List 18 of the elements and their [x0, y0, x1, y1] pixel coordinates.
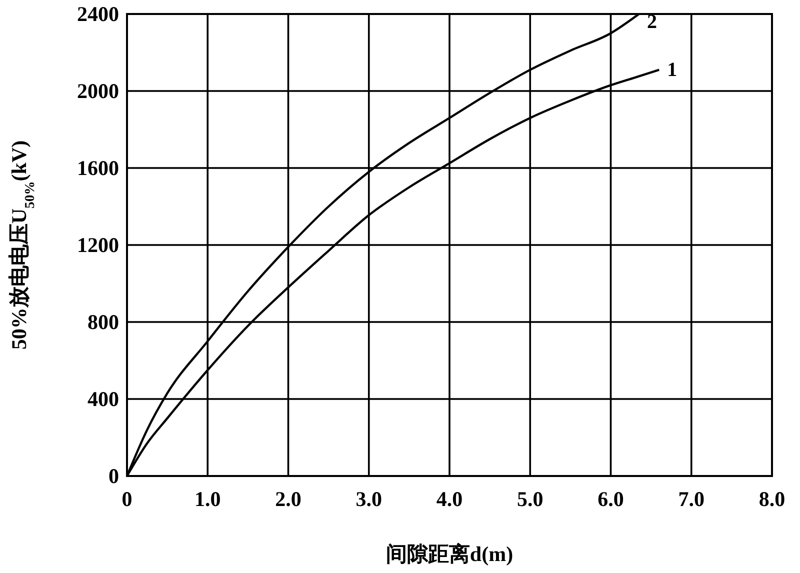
- y-tick-label: 1600: [77, 156, 119, 180]
- y-tick-label: 0: [108, 464, 119, 488]
- x-tick-label: 3.0: [356, 487, 382, 511]
- y-tick-label: 400: [88, 387, 119, 411]
- x-axis-title: 间隙距离d(m): [386, 542, 514, 566]
- series-label: 1: [667, 58, 678, 81]
- y-tick-label: 800: [88, 310, 119, 334]
- series-label: 2: [646, 11, 657, 33]
- x-tick-label: 2.0: [275, 487, 302, 511]
- x-tick-label: 1.0: [194, 487, 221, 511]
- y-tick-label: 2400: [77, 2, 119, 26]
- x-tick-label: 4.0: [436, 487, 463, 511]
- y-tick-label: 2000: [77, 79, 119, 103]
- y-tick-label: 1200: [77, 233, 119, 257]
- x-tick-label: 8.0: [758, 487, 786, 511]
- x-tick-label: 5.0: [517, 487, 544, 511]
- x-tick-label: 6.0: [598, 487, 624, 511]
- x-tick-label: 7.0: [678, 487, 704, 511]
